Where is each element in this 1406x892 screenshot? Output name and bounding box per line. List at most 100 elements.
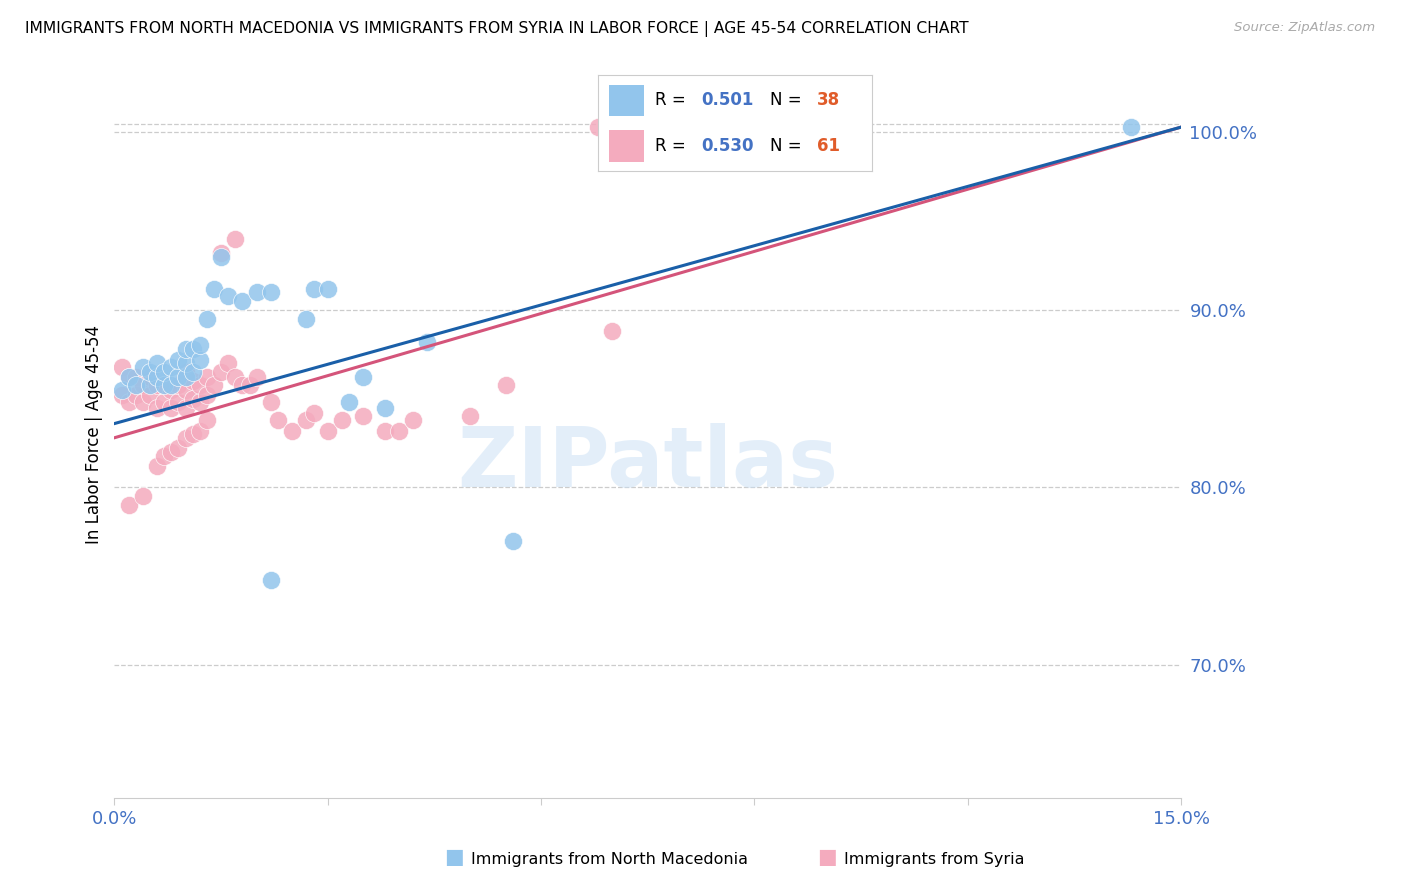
Text: 38: 38 bbox=[817, 92, 839, 110]
Point bbox=[260, 573, 283, 587]
Point bbox=[586, 120, 609, 135]
Point bbox=[181, 392, 204, 406]
Point bbox=[174, 383, 197, 397]
Point bbox=[160, 377, 183, 392]
Point bbox=[188, 424, 211, 438]
Point bbox=[202, 282, 225, 296]
Point bbox=[153, 377, 176, 392]
Point bbox=[388, 424, 411, 438]
Point bbox=[117, 370, 139, 384]
Point bbox=[352, 370, 374, 384]
Point bbox=[402, 413, 425, 427]
Point bbox=[167, 395, 190, 409]
Text: R =: R = bbox=[655, 136, 692, 154]
Point bbox=[246, 370, 269, 384]
Point bbox=[330, 413, 353, 427]
Point bbox=[160, 383, 183, 397]
Point bbox=[117, 370, 139, 384]
Point bbox=[139, 365, 162, 379]
Point bbox=[181, 374, 204, 388]
Point bbox=[316, 424, 339, 438]
Point bbox=[181, 365, 204, 379]
Point bbox=[188, 377, 211, 392]
Point bbox=[181, 427, 204, 442]
Point bbox=[295, 413, 318, 427]
Point bbox=[160, 401, 183, 415]
Point bbox=[231, 377, 253, 392]
Point bbox=[495, 377, 517, 392]
Point bbox=[132, 489, 155, 503]
Point bbox=[110, 388, 132, 402]
Point bbox=[174, 370, 197, 384]
Point bbox=[295, 311, 318, 326]
Point bbox=[267, 413, 290, 427]
Point bbox=[160, 359, 183, 374]
Point bbox=[117, 395, 139, 409]
Text: Source: ZipAtlas.com: Source: ZipAtlas.com bbox=[1234, 21, 1375, 34]
Text: Immigrants from North Macedonia: Immigrants from North Macedonia bbox=[471, 852, 748, 867]
Point bbox=[231, 294, 253, 309]
Point bbox=[174, 356, 197, 370]
Point bbox=[146, 401, 169, 415]
Point bbox=[188, 395, 211, 409]
Point bbox=[153, 377, 176, 392]
Text: 61: 61 bbox=[817, 136, 839, 154]
Point bbox=[600, 324, 623, 338]
Point bbox=[139, 388, 162, 402]
Point bbox=[146, 370, 169, 384]
Point bbox=[502, 533, 524, 548]
Point bbox=[224, 232, 246, 246]
Text: ■: ■ bbox=[444, 847, 464, 867]
Point bbox=[174, 342, 197, 356]
Point bbox=[139, 377, 162, 392]
Point bbox=[246, 285, 269, 300]
Point bbox=[153, 449, 176, 463]
Text: N =: N = bbox=[770, 136, 807, 154]
Point bbox=[167, 352, 190, 367]
Point bbox=[188, 338, 211, 352]
Point bbox=[374, 424, 396, 438]
Point bbox=[153, 365, 176, 379]
Point bbox=[195, 388, 218, 402]
Point bbox=[139, 370, 162, 384]
Point bbox=[160, 445, 183, 459]
Point bbox=[302, 282, 325, 296]
Point bbox=[195, 413, 218, 427]
Point bbox=[416, 334, 439, 349]
Point bbox=[316, 282, 339, 296]
Point bbox=[195, 370, 218, 384]
Point bbox=[153, 395, 176, 409]
Text: Immigrants from Syria: Immigrants from Syria bbox=[844, 852, 1024, 867]
Text: ■: ■ bbox=[817, 847, 837, 867]
Point bbox=[260, 395, 283, 409]
Point bbox=[260, 285, 283, 300]
Point bbox=[146, 459, 169, 474]
Point bbox=[188, 352, 211, 367]
Point bbox=[195, 311, 218, 326]
Point bbox=[217, 289, 239, 303]
Point bbox=[337, 395, 360, 409]
Point bbox=[167, 442, 190, 456]
Point bbox=[217, 356, 239, 370]
Point bbox=[238, 377, 260, 392]
Point bbox=[281, 424, 304, 438]
Point bbox=[110, 359, 132, 374]
Point bbox=[202, 377, 225, 392]
Text: 0.530: 0.530 bbox=[702, 136, 754, 154]
Point bbox=[146, 356, 169, 370]
Point bbox=[174, 431, 197, 445]
FancyBboxPatch shape bbox=[609, 85, 644, 116]
Point bbox=[167, 377, 190, 392]
Point bbox=[132, 377, 155, 392]
Point bbox=[352, 409, 374, 424]
Point bbox=[302, 406, 325, 420]
Point bbox=[174, 401, 197, 415]
FancyBboxPatch shape bbox=[609, 130, 644, 161]
Text: 0.501: 0.501 bbox=[702, 92, 754, 110]
Point bbox=[1121, 120, 1143, 135]
Point bbox=[125, 377, 148, 392]
Point bbox=[117, 498, 139, 512]
Point bbox=[209, 246, 232, 260]
Point bbox=[110, 383, 132, 397]
Point bbox=[209, 365, 232, 379]
